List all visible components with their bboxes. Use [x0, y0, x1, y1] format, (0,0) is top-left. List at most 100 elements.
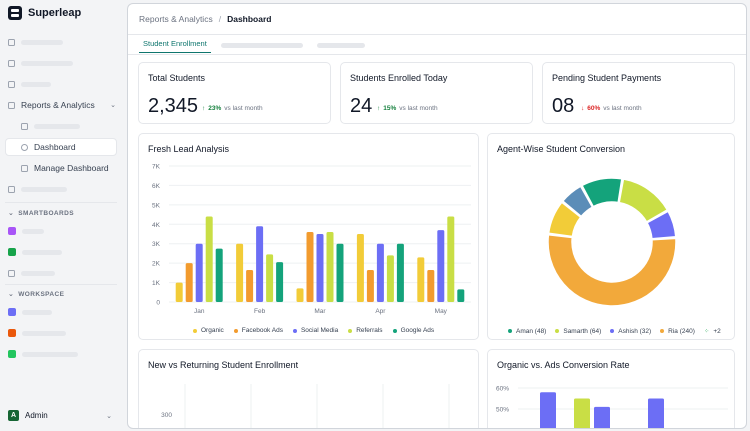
y-tick-label: 4K [152, 222, 161, 229]
legend-dot [348, 328, 353, 333]
bar[interactable] [246, 269, 254, 302]
donut-slice[interactable] [581, 177, 623, 208]
bar[interactable] [396, 243, 404, 302]
bar[interactable] [574, 398, 590, 430]
donut-slice[interactable] [547, 201, 582, 238]
divider [5, 202, 117, 203]
bar[interactable] [316, 234, 324, 302]
bar[interactable] [195, 243, 203, 302]
bar[interactable] [336, 243, 344, 302]
smartboard-item[interactable] [8, 245, 62, 259]
sidebar-item-placeholder [21, 60, 73, 66]
tab-placeholder[interactable] [221, 43, 303, 48]
bar[interactable] [386, 255, 394, 302]
sidebar-item-placeholder [22, 309, 52, 315]
sidebar-item-dashboard[interactable]: Dashboard [21, 140, 76, 154]
donut-slice[interactable] [646, 210, 677, 240]
tab-placeholder[interactable] [317, 43, 365, 48]
workspace-item[interactable] [8, 305, 52, 319]
bar[interactable] [175, 282, 183, 302]
sidebar-subitem[interactable] [21, 119, 80, 133]
workspace-icon [8, 350, 16, 358]
bar[interactable] [256, 226, 264, 302]
apps-icon [8, 185, 15, 193]
bar[interactable] [457, 289, 465, 302]
sidebar-item-sync[interactable] [8, 56, 73, 70]
bar[interactable] [185, 263, 193, 302]
y-tick-label: 0 [156, 300, 160, 307]
tab-student-enrollment[interactable]: Student Enrollment [139, 39, 211, 53]
legend-item[interactable]: Aman (48) [508, 328, 546, 335]
section-smartboards[interactable]: ⌄ SMARTBOARDS [8, 209, 74, 218]
section-label: WORKSPACE [18, 290, 65, 298]
bar[interactable] [376, 243, 384, 302]
sidebar-item-placeholder [22, 249, 62, 255]
workspace-icon [8, 308, 16, 316]
user-name: Admin [25, 411, 48, 420]
grid-icon [21, 164, 28, 172]
workspace-item[interactable] [8, 326, 66, 340]
legend-item[interactable]: Samarth (64) [555, 328, 601, 335]
sidebar-item-apps[interactable] [8, 182, 67, 196]
legend-dot [193, 328, 197, 333]
workspace-icon [8, 329, 16, 337]
legend-label: Referrals [356, 327, 383, 334]
bar[interactable] [540, 392, 556, 429]
bar[interactable] [366, 269, 374, 302]
new-vs-returning-chart: 300 [161, 384, 450, 428]
more-icon: ⁘ [703, 328, 710, 335]
sidebar-item-home[interactable] [8, 35, 63, 49]
bar[interactable] [326, 232, 334, 302]
legend-item[interactable]: Ria (240) [660, 328, 695, 335]
brand[interactable]: Superleap [8, 6, 81, 20]
sidebar-item-calendar[interactable] [8, 77, 51, 91]
sidebar-item-manage-dashboard[interactable]: Manage Dashboard [21, 161, 109, 175]
bar[interactable] [417, 257, 425, 302]
kpi-delta-suffix: vs last month [399, 105, 438, 112]
user-menu[interactable]: A Admin ⌄ [8, 410, 112, 421]
y-tick-label: 300 [161, 412, 172, 419]
breadcrumb-parent[interactable]: Reports & Analytics [139, 14, 213, 24]
smartboard-item[interactable] [8, 266, 55, 280]
legend-item[interactable]: Facebook Ads [233, 327, 283, 334]
legend-more[interactable]: ⁘ +2 [703, 327, 721, 336]
superleap-logo-icon [8, 6, 22, 20]
fresh-lead-bar-chart: 0 1K 2K 3K 4K 5K 6K 7K Jan Feb Mar Apr May [152, 164, 471, 315]
donut-slice[interactable] [561, 185, 594, 218]
legend-item[interactable]: Google Ads [392, 327, 434, 334]
chart-card-new-vs-returning: New vs Returning Student Enrollment 300 [138, 349, 479, 428]
x-tick-label: May [435, 308, 448, 315]
legend-item[interactable]: Social Media [292, 327, 338, 334]
donut-slice[interactable] [618, 178, 669, 223]
kpi-delta-pct: 23% [208, 105, 222, 112]
bar[interactable] [296, 288, 304, 302]
bar[interactable] [306, 232, 314, 302]
play-circle-icon [21, 143, 28, 151]
bar[interactable] [266, 254, 274, 302]
clipboard-icon [21, 122, 28, 130]
bar[interactable] [594, 406, 610, 429]
sidebar-item-placeholder [21, 81, 51, 87]
legend-item[interactable]: Referrals [348, 327, 383, 334]
bar[interactable] [205, 216, 213, 302]
bar[interactable] [236, 243, 244, 302]
sidebar-active-highlight [5, 138, 117, 156]
bar[interactable] [356, 234, 364, 302]
donut-slice[interactable] [547, 233, 677, 307]
bar[interactable] [276, 262, 284, 302]
home-icon [8, 38, 15, 46]
legend-dot [392, 328, 397, 333]
sidebar-item-placeholder [22, 330, 66, 336]
bar[interactable] [648, 398, 664, 430]
smartboard-item[interactable] [8, 224, 44, 238]
workspace-item[interactable] [8, 347, 78, 361]
bar[interactable] [437, 230, 445, 302]
sidebar-item-reports[interactable]: Reports & Analytics ⌄ [8, 98, 116, 112]
legend-item[interactable]: Ashish (32) [610, 328, 651, 335]
bar[interactable] [215, 248, 223, 302]
bar[interactable] [427, 269, 435, 302]
legend-item[interactable]: Organic [193, 327, 224, 334]
bar[interactable] [447, 216, 455, 302]
kpi-card-total-students: Total Students 2,345 ↑ 23% vs last month [138, 62, 331, 124]
section-workspace[interactable]: ⌄ WORKSPACE [8, 290, 65, 299]
